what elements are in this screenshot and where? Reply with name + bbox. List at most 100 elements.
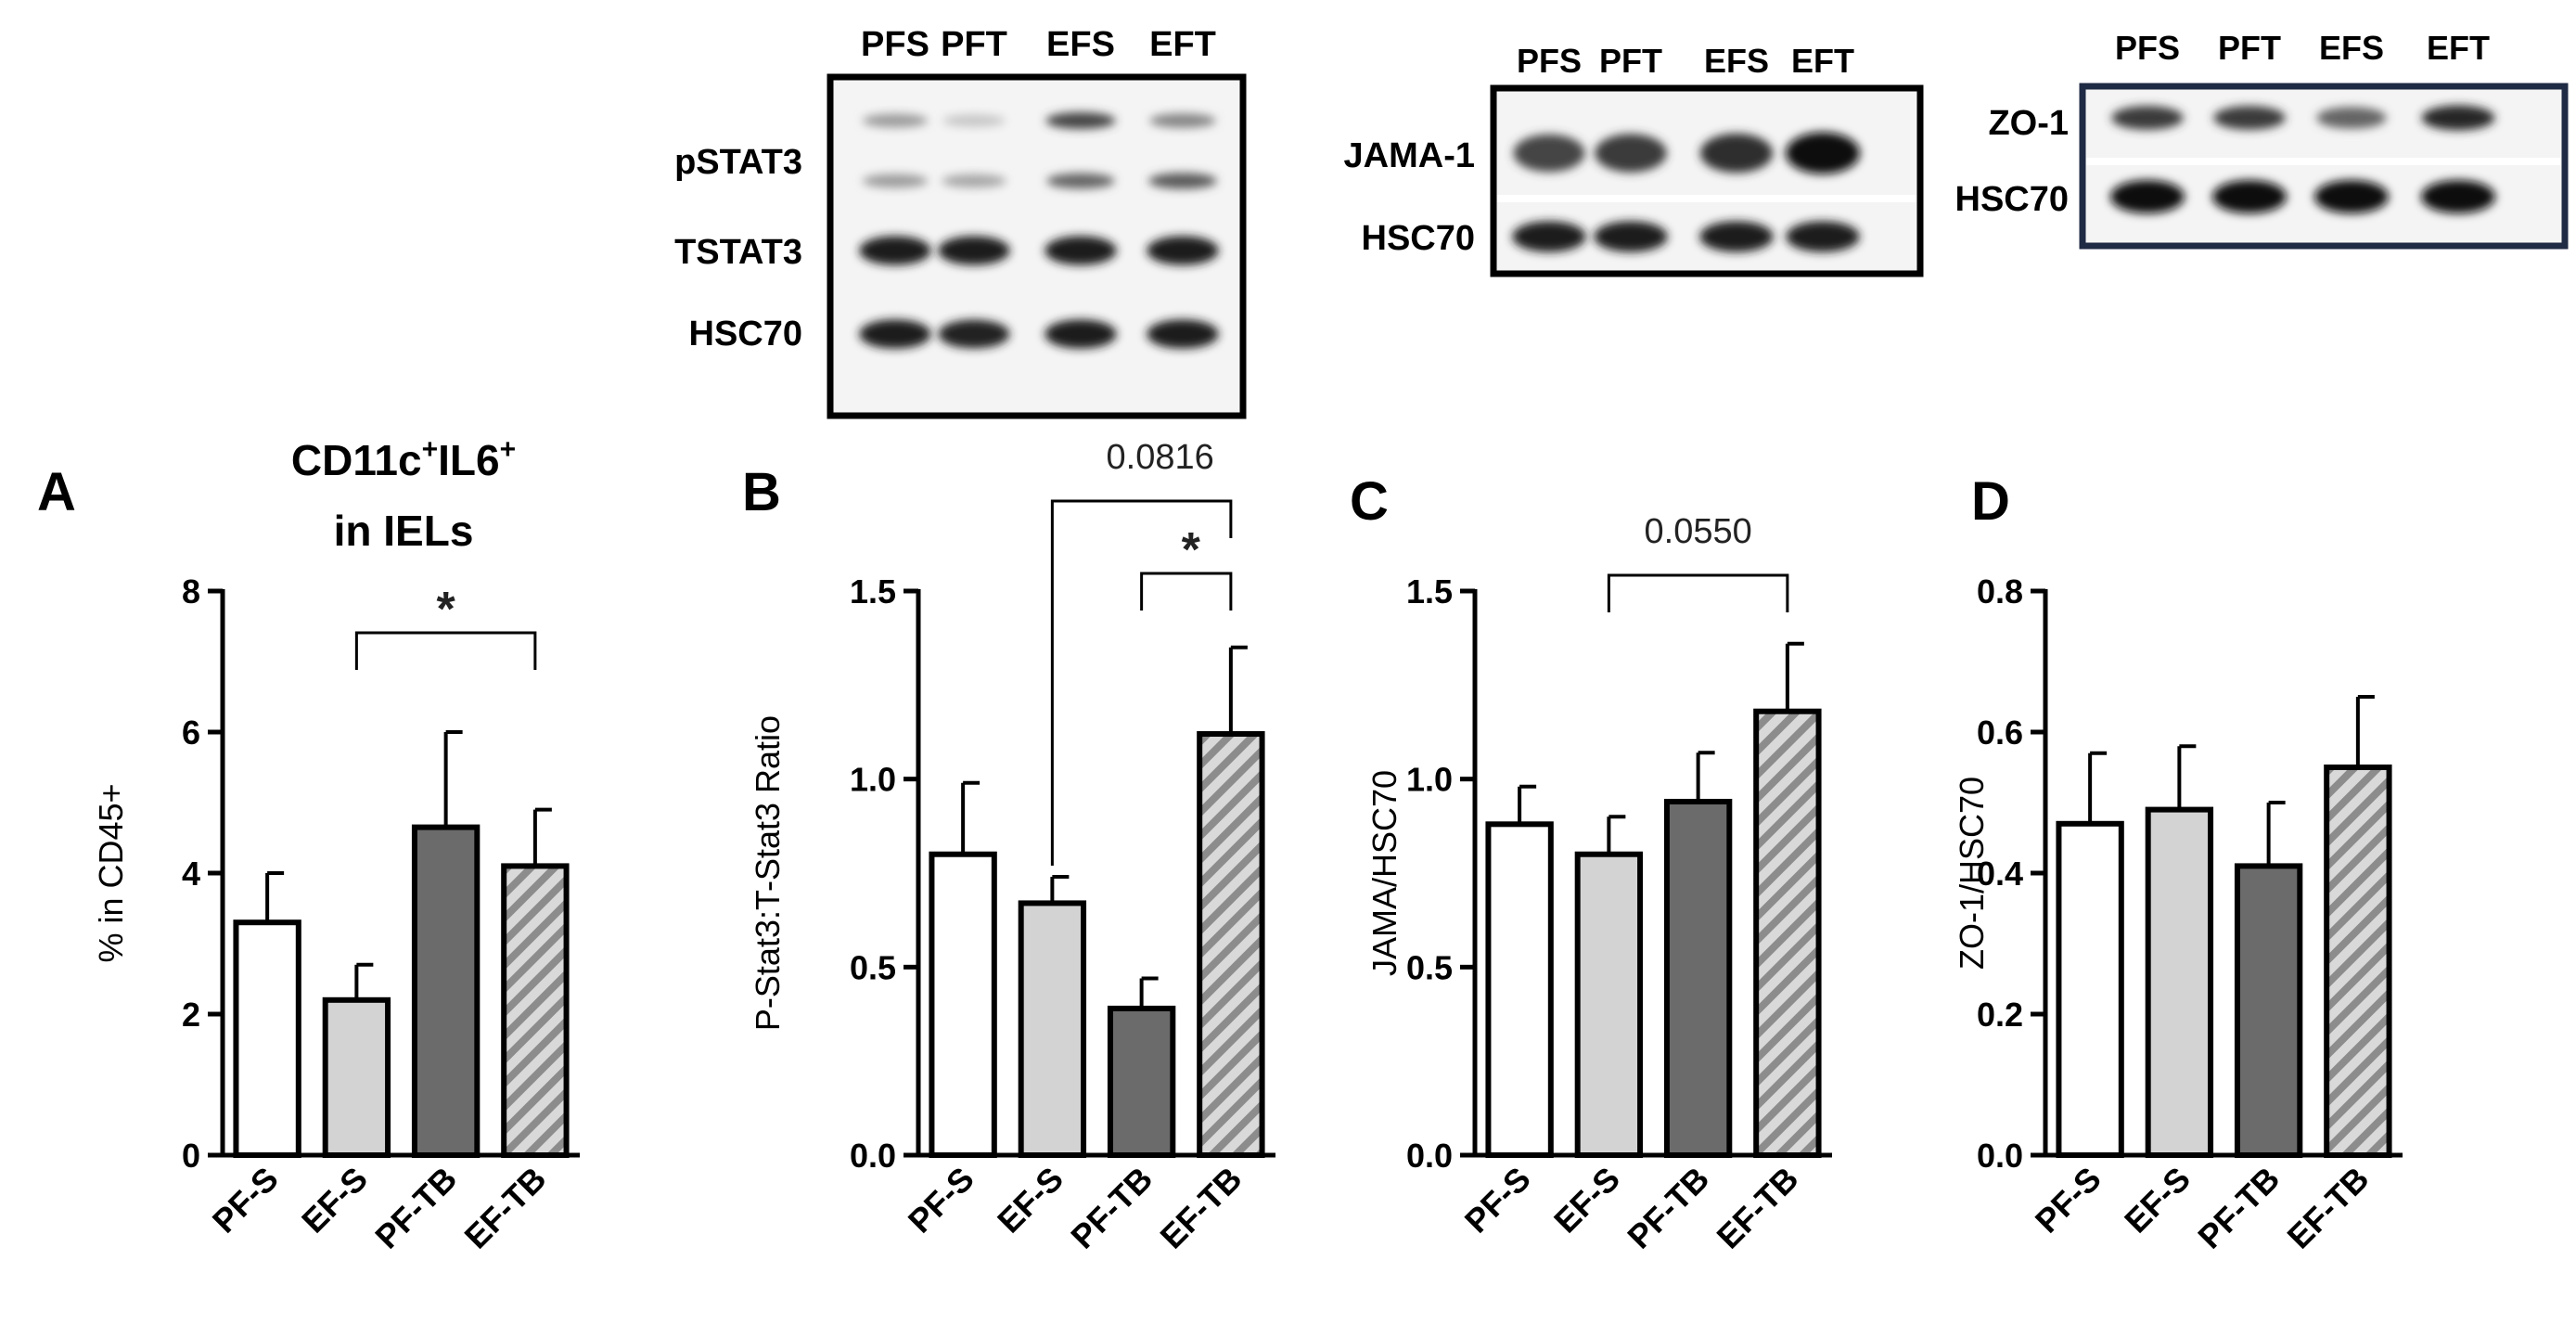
blot-band [1148,173,1217,189]
blot-lane-label: EFT [2427,29,2490,67]
blot-band [1147,319,1219,349]
bar [1574,851,1644,1158]
blot-band [2421,105,2495,131]
panel-letter: C [1350,471,1389,532]
x-tick-label: EF-TB [1710,1160,1806,1256]
x-tick-label: PF-TB [367,1160,464,1256]
y-axis-label: P-Stat3:T-Stat3 Ratio [749,715,787,1031]
x-tick-label: EF-TB [457,1160,554,1256]
x-tick-label: PF-TB [1063,1160,1160,1256]
blot-band [2110,180,2185,213]
blot-lane-label: PFT [2218,29,2281,67]
blot-row-label: pSTAT3 [674,143,802,182]
blot-lane-label: EFS [2319,29,2384,67]
blot-lane-label: EFT [1791,42,1854,80]
bar [2145,806,2214,1158]
y-tick-label: 1.0 [1406,761,1453,799]
blot-row-label: ZO-1 [1988,104,2069,143]
bar [1663,798,1733,1159]
y-tick-label: 4 [182,855,200,893]
blot-row-label: JAMA-1 [1344,136,1475,175]
x-tick-label: PF-TB [2190,1160,2287,1256]
bar [2234,863,2303,1159]
x-tick-label: EF-S [990,1160,1070,1241]
significance-bracket [1607,573,1789,612]
x-tick-label: EF-TB [1153,1160,1250,1256]
blot-band [942,114,1006,127]
significance-label: 0.0816 [1107,438,1214,477]
blot-band [1594,221,1668,252]
x-tick-label: PF-S [901,1160,981,1241]
significance-label: * [1182,523,1201,577]
blot-zo1: PFS PFT EFS EFT ZO-1 HSC70 [1955,29,2569,250]
x-tick-label: EF-S [2117,1160,2198,1241]
blot-row-label: HSC70 [1955,180,2070,219]
bar [1485,821,1554,1158]
blot-band [2111,106,2184,130]
blot-lane-label: PFS [861,25,929,64]
x-tick-label: PF-S [1457,1160,1538,1241]
chart-title-part: CD11c [291,436,422,484]
blot-band [2212,180,2287,213]
significance-bracket [1050,499,1233,867]
blot-band [1044,319,1117,349]
y-axis-label: JAMA/HSC70 [1365,770,1403,976]
blot-row-separator [1497,195,1916,202]
blot-lane-label: EFS [1704,42,1769,80]
x-tick-label: EF-TB [2280,1160,2377,1256]
blot-lane-label: PFS [1517,42,1582,80]
blot-band [859,319,931,349]
y-tick-label: 0.0 [850,1137,896,1175]
blot-lane-label: PFT [1599,42,1662,80]
blot-band [1786,132,1860,174]
blot-row-label: TSTAT3 [674,233,802,272]
bar [1107,1005,1176,1159]
blot-band [942,174,1006,188]
chart-panel-D: D 0.0 0.2 0.4 0.6 0.8 ZO-1/HSC70 PF-S EF-SPF-TBE… [1953,471,2403,1256]
panel-letter: D [1971,471,2010,532]
bar [233,919,301,1159]
blot-band [862,174,929,188]
blot-band [1046,173,1115,189]
y-tick-label: 1.5 [850,572,896,611]
blot-band [1149,113,1216,128]
blot-lane-label: PFS [2115,29,2180,67]
blot-band [1512,221,1586,252]
bar [1197,731,1265,1158]
chart-title-line2: in IELs [334,507,474,555]
blot-row-label: HSC70 [689,315,803,354]
x-tick-label: PF-TB [1620,1160,1716,1256]
panel-letter: A [37,462,76,522]
y-tick-label: 0 [182,1137,200,1175]
blot-jama: PFS PFT EFS EFT JAMA-1 HSC70 [1344,42,1924,277]
blot-band [1044,236,1117,265]
y-tick-label: 0.8 [1977,572,2023,611]
blot-band [1595,134,1667,173]
blot-band [938,319,1010,349]
chart-panel-C: C 0.0 0.5 1.0 1.5 JAMA/HSC70 PF-S EF-SPF-TBEF-T… [1350,471,1832,1256]
blot-band [938,236,1010,265]
blot-band [2316,107,2387,129]
bar [411,824,481,1158]
y-tick-label: 1.5 [1406,572,1453,611]
blot-band [2314,180,2389,213]
blot-row-separator [2086,158,2561,165]
chart-title-superscript: + [500,434,517,465]
y-tick-label: 2 [182,996,200,1034]
blot-lane-label: EFS [1046,25,1115,64]
significance-bracket [354,631,537,670]
chart-title-superscript: + [422,434,439,465]
western-blots: PFS PFT EFS EFT pSTAT3 TSTAT3 HSC70 PFS PFT EFS EF… [674,25,2569,419]
y-tick-label: 0.5 [1406,948,1453,986]
y-tick-label: 0.6 [1977,713,2023,752]
y-tick-label: 0.2 [1977,996,2023,1034]
chart-title: CD11c+IL6+ [291,434,516,484]
bar [2056,820,2124,1158]
panel-letter: B [742,462,781,522]
y-axis-label: ZO-1/HSC70 [1953,777,1991,970]
significance-label: * [437,583,456,636]
blot-band [859,236,931,265]
